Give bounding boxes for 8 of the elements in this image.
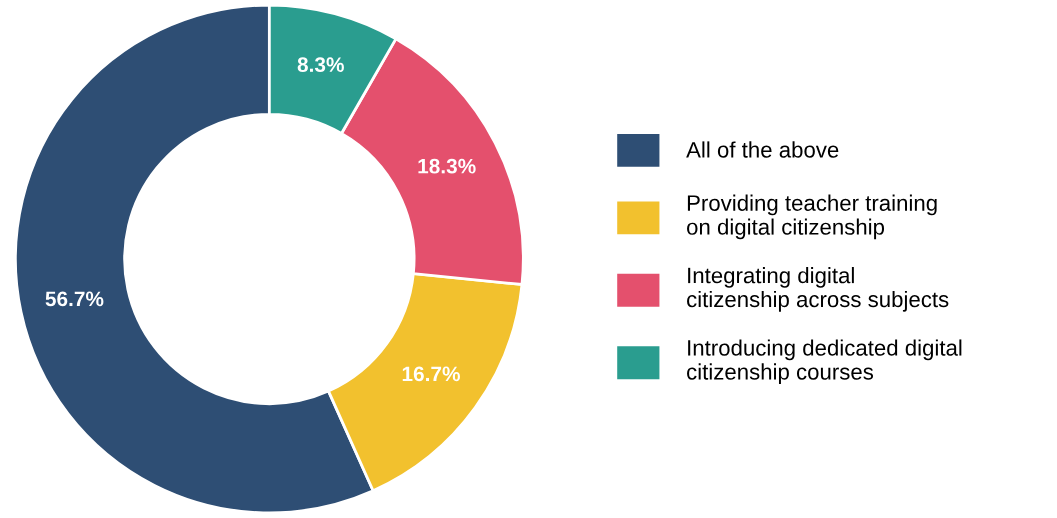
legend-label: Providing teacher training on digital citizenship <box>687 194 937 240</box>
data-label: 18.3% <box>418 158 476 174</box>
data-label: 56.7% <box>45 291 104 307</box>
legend-label: Introducing dedicated digital citizenship courses <box>687 339 962 385</box>
legend-label: Integrating digital citizenship across subjects <box>687 267 949 312</box>
data-label: 8.3% <box>297 57 344 73</box>
legend-label: All of the above <box>686 141 839 158</box>
data-label: 16.7% <box>402 366 460 382</box>
